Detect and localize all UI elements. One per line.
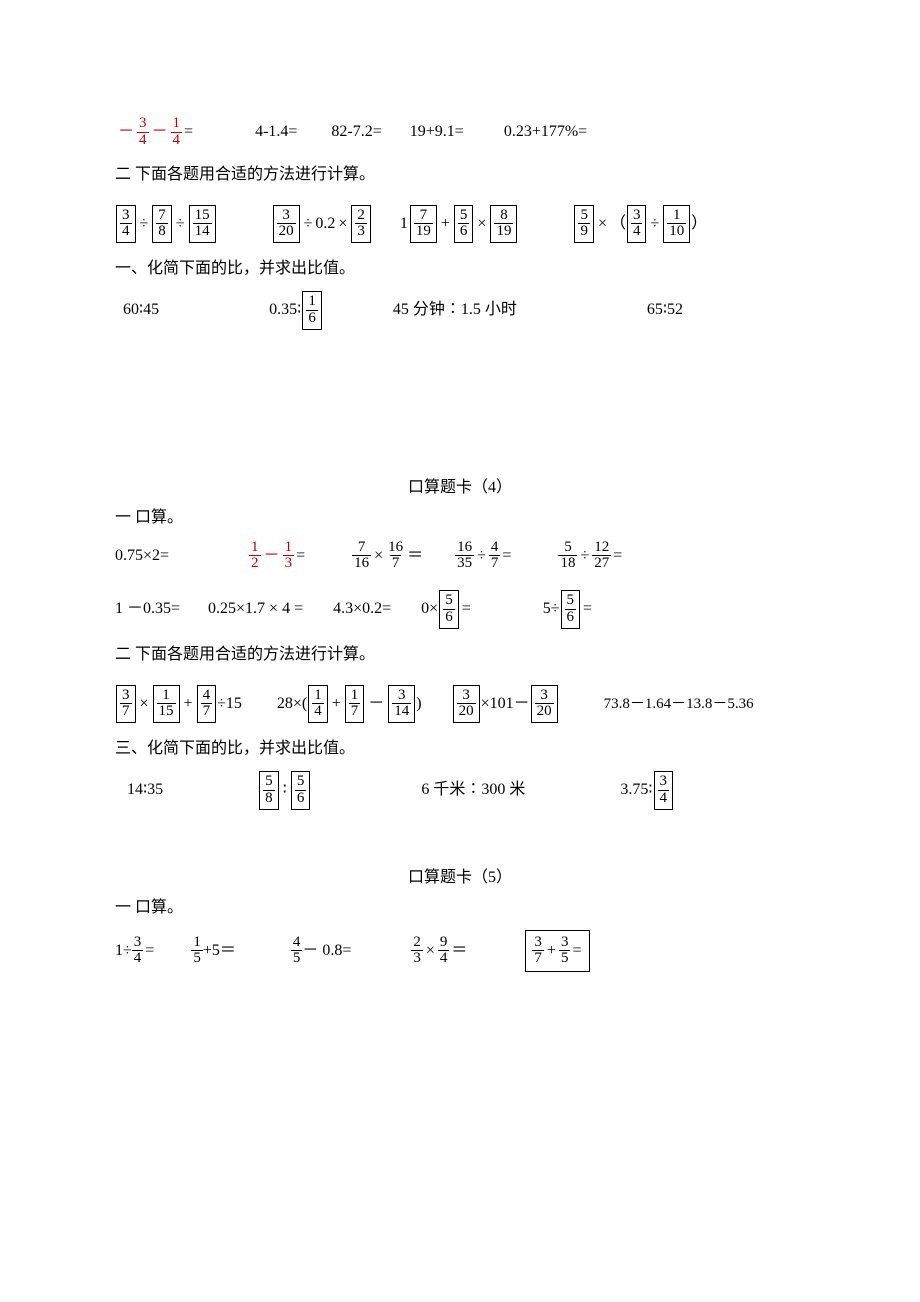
- expr-text: 4.3×0.2=: [333, 597, 391, 621]
- expr-frac-div: 1635 ÷ 47 =: [455, 540, 513, 573]
- card3-sec3-label: 一、化简下面的比，并求出比值。: [115, 257, 805, 281]
- expr-div-mul: 320 ÷ 0.2 × 23: [272, 205, 372, 244]
- expr-text: 0.75×2=: [115, 544, 169, 568]
- expr-text: 4-1.4=: [255, 120, 297, 144]
- expr-text: 19+9.1=: [410, 120, 464, 144]
- expr-paren: 28×( 14 + 17 － 314 ): [277, 685, 422, 724]
- ratio: 60∶45: [123, 298, 159, 322]
- expr-frac-mul: 23 × 94 ＝: [411, 935, 469, 968]
- ratio-units: 45 分钟∶1.5 小时: [393, 298, 517, 322]
- card4-row4: 14∶35 58 ∶ 56 6 千米∶300 米 3.75∶ 34: [115, 771, 805, 810]
- card4-row1: 0.75×2= 12 － 13 = 716 × 167 ＝ 1635 ÷ 47 …: [115, 540, 805, 573]
- card4-title: 口算题卡（4）: [115, 476, 805, 500]
- expr-mixed: 1 719 + 56 × 819: [400, 205, 519, 244]
- card4-sec2-label: 二 下面各题用合适的方法进行计算。: [115, 643, 805, 667]
- expr-frac-sub: － 34 － 14 =: [115, 116, 195, 149]
- card3-row2: 34 ÷ 78 ÷ 1514 320 ÷ 0.2 × 23 1 719 + 56…: [115, 205, 805, 244]
- expr-div-div: 34 ÷ 78 ÷ 1514: [115, 205, 217, 244]
- expr-div-frac: 1÷ 34 =: [115, 935, 156, 968]
- expr-paren: 59 × （ 34 ÷ 110 ）: [573, 205, 707, 244]
- card5-sec1-label: 一 口算。: [115, 896, 805, 920]
- ratio-frac: 3.75∶ 34: [620, 771, 674, 810]
- expr-box: 0× 56 =: [421, 590, 473, 629]
- expr-frac-sub: 12 － 13 =: [249, 540, 307, 573]
- expr-mul-sub: 320 ×101－ 320: [452, 685, 559, 724]
- ratio-frac-frac: 58 ∶ 56: [258, 771, 311, 810]
- card3-row1: － 34 － 14 = 4-1.4= 82-7.2= 19+9.1= 0.23+…: [115, 116, 805, 149]
- card4-sec3-label: 三、化简下面的比，并求出比值。: [115, 737, 805, 761]
- expr-frac-add-boxed: 37 + 35 =: [525, 930, 590, 973]
- expr-frac-plus: 15 +5＝: [191, 935, 236, 968]
- card3-sec2-label: 二 下面各题用合适的方法进行计算。: [115, 163, 805, 187]
- expr-text: 73.8－1.64－13.8－5.36: [604, 693, 754, 716]
- expr-text: 1 －0.35=: [115, 597, 180, 621]
- expr-combo: 37 × 115 + 47 ÷15: [115, 685, 242, 724]
- ratio-frac: 0.35∶ 16: [269, 291, 323, 330]
- expr-text: 0.25×1.7 × 4 =: [208, 597, 303, 621]
- card5-row1: 1÷ 34 = 15 +5＝ 45 － 0.8= 23 × 94 ＝ 37 + …: [115, 930, 805, 973]
- expr-text: 0.23+177%=: [504, 120, 587, 144]
- card4-sec1-label: 一 口算。: [115, 506, 805, 530]
- card3-row3: 60∶45 0.35∶ 16 45 分钟∶1.5 小时 65∶52: [115, 291, 805, 330]
- expr-frac-sub-dec: 45 － 0.8=: [291, 935, 352, 968]
- card5-title: 口算题卡（5）: [115, 866, 805, 890]
- expr-box: 5÷ 56 =: [543, 590, 594, 629]
- expr-frac-mul: 716 × 167 ＝: [352, 540, 425, 573]
- expr-frac-div: 518 ÷ 1227 =: [558, 540, 624, 573]
- ratio-units: 6 千米∶300 米: [421, 778, 525, 802]
- card4-row2: 1 －0.35= 0.25×1.7 × 4 = 4.3×0.2= 0× 56 =…: [115, 590, 805, 629]
- card4-row3: 37 × 115 + 47 ÷15 28×( 14 + 17 － 314 ) 3…: [115, 685, 805, 724]
- expr-text: 82-7.2=: [331, 120, 381, 144]
- ratio: 65∶52: [647, 298, 683, 322]
- ratio: 14∶35: [127, 778, 163, 802]
